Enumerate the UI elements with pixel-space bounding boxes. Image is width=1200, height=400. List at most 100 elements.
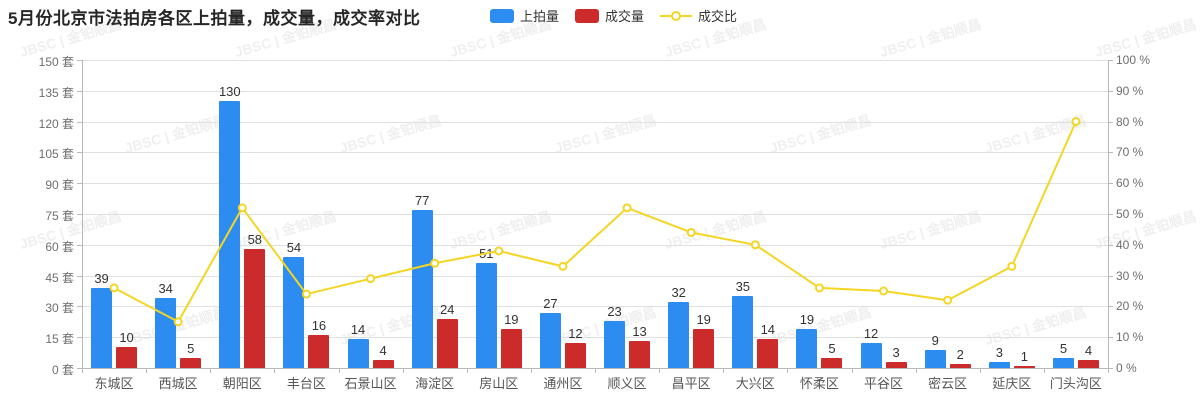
bar-上拍量-海淀区[interactable] bbox=[411, 209, 433, 368]
line-marker-门头沟区[interactable] bbox=[1071, 117, 1081, 127]
left-axis-tick bbox=[77, 306, 82, 308]
bar-value-label: 16 bbox=[311, 318, 327, 334]
bar-上拍量-延庆区[interactable] bbox=[988, 361, 1010, 368]
bar-上拍量-平谷区[interactable] bbox=[860, 343, 882, 368]
line-marker-顺义区[interactable] bbox=[622, 203, 632, 213]
bar-value-label: 13 bbox=[632, 324, 647, 340]
right-axis-tick bbox=[1108, 275, 1113, 277]
line-marker-大兴区[interactable] bbox=[750, 240, 760, 250]
bar-成交量-密云区[interactable] bbox=[949, 363, 971, 368]
right-axis-line bbox=[1108, 60, 1109, 368]
left-axis-label: 0 套 bbox=[51, 363, 74, 377]
right-axis-label: 70 % bbox=[1116, 145, 1144, 160]
bar-成交量-西城区[interactable] bbox=[180, 357, 202, 368]
bar-value-label: 5 bbox=[187, 340, 195, 356]
line-marker-延庆区[interactable] bbox=[1007, 261, 1017, 271]
left-axis-label: 15 套 bbox=[45, 332, 74, 347]
line-marker-昌平区[interactable] bbox=[686, 227, 696, 237]
right-axis-label: 60 % bbox=[1116, 176, 1144, 191]
bar-value-label: 19 bbox=[799, 311, 815, 327]
bar-成交量-东城区[interactable] bbox=[116, 347, 138, 368]
line-marker-通州区[interactable] bbox=[558, 261, 568, 271]
bar-成交量-门头沟区[interactable] bbox=[1077, 359, 1099, 368]
bar-上拍量-顺义区[interactable] bbox=[604, 320, 626, 368]
x-axis-tick bbox=[915, 368, 917, 373]
x-axis-label: 顺义区 bbox=[607, 376, 647, 391]
left-axis-label: 150 套 bbox=[38, 55, 74, 69]
x-axis-tick bbox=[338, 368, 340, 373]
right-axis-label: 30 % bbox=[1116, 268, 1144, 283]
bar-成交量-顺义区[interactable] bbox=[629, 341, 651, 368]
x-axis-label: 通州区 bbox=[543, 376, 583, 391]
x-axis-tick bbox=[82, 368, 83, 373]
bar-value-label: 39 bbox=[94, 270, 109, 286]
right-axis-label: 20 % bbox=[1116, 299, 1144, 314]
left-axis-label: 45 套 bbox=[45, 270, 74, 285]
bar-value-label: 12 bbox=[863, 326, 879, 342]
right-axis-tick bbox=[1108, 244, 1113, 246]
bar-成交量-延庆区[interactable] bbox=[1013, 365, 1035, 368]
x-axis-tick bbox=[466, 368, 468, 373]
x-axis-label: 房山区 bbox=[479, 376, 519, 391]
bar-成交量-通州区[interactable] bbox=[564, 343, 586, 368]
line-marker-朝阳区[interactable] bbox=[237, 203, 247, 213]
bar-value-label: 12 bbox=[568, 326, 583, 342]
line-marker-怀柔区[interactable] bbox=[814, 283, 824, 293]
line-marker-平谷区[interactable] bbox=[879, 286, 889, 296]
gridline bbox=[82, 90, 1108, 92]
line-marker-石景山区[interactable] bbox=[366, 274, 376, 284]
legend: 上拍量 成交量 成交比 bbox=[490, 6, 737, 25]
bar-上拍量-怀柔区[interactable] bbox=[796, 328, 818, 368]
legend-item-chengjiaoliang[interactable]: 成交量 bbox=[575, 6, 644, 25]
x-axis-label: 密云区 bbox=[928, 376, 968, 391]
bar-value-label: 4 bbox=[1084, 342, 1093, 358]
right-axis-label: 50 % bbox=[1116, 207, 1144, 221]
bar-上拍量-门头沟区[interactable] bbox=[1052, 357, 1074, 368]
left-axis-tick bbox=[77, 60, 82, 61]
right-axis-tick bbox=[1108, 152, 1113, 154]
line-marker-东城区[interactable] bbox=[109, 283, 119, 293]
x-axis-tick bbox=[723, 368, 725, 373]
legend-label: 成交比 bbox=[698, 9, 738, 24]
bar-value-label: 24 bbox=[439, 301, 455, 317]
line-marker-丰台区[interactable] bbox=[301, 289, 311, 299]
line-marker-西城区[interactable] bbox=[173, 317, 183, 327]
bar-成交量-怀柔区[interactable] bbox=[821, 357, 843, 368]
bar-上拍量-东城区[interactable] bbox=[91, 287, 113, 368]
bar-成交量-房山区[interactable] bbox=[500, 328, 522, 368]
bar-成交量-平谷区[interactable] bbox=[885, 361, 907, 368]
bar-成交量-丰台区[interactable] bbox=[308, 335, 330, 368]
right-axis-label: 90 % bbox=[1116, 83, 1144, 98]
bar-成交量-海淀区[interactable] bbox=[436, 318, 458, 368]
bar-value-label: 14 bbox=[760, 322, 776, 338]
bar-上拍量-密云区[interactable] bbox=[924, 349, 946, 368]
line-marker-海淀区[interactable] bbox=[430, 258, 440, 268]
bar-value-label: 54 bbox=[286, 240, 302, 256]
x-axis-label: 门头沟区 bbox=[1049, 376, 1102, 391]
bar-value-label: 19 bbox=[696, 311, 711, 327]
bar-上拍量-西城区[interactable] bbox=[155, 298, 177, 368]
line-marker-房山区[interactable] bbox=[494, 246, 504, 256]
bar-成交量-石景山区[interactable] bbox=[372, 359, 394, 368]
x-axis-tick bbox=[274, 368, 276, 373]
bar-上拍量-石景山区[interactable] bbox=[347, 339, 369, 368]
bar-成交量-昌平区[interactable] bbox=[693, 328, 715, 368]
bar-上拍量-丰台区[interactable] bbox=[283, 257, 305, 368]
bar-成交量-朝阳区[interactable] bbox=[244, 248, 266, 368]
left-axis-line bbox=[82, 60, 83, 368]
left-axis-tick bbox=[77, 90, 82, 92]
x-axis-tick bbox=[979, 368, 981, 373]
line-marker-密云区[interactable] bbox=[943, 295, 953, 305]
x-axis-label: 延庆区 bbox=[992, 376, 1032, 391]
legend-item-shangpailiang[interactable]: 上拍量 bbox=[490, 6, 559, 25]
left-axis-tick bbox=[77, 214, 82, 215]
bar-成交量-大兴区[interactable] bbox=[757, 339, 779, 368]
x-axis-tick bbox=[210, 368, 212, 373]
x-axis-tick bbox=[1043, 368, 1045, 373]
bar-上拍量-通州区[interactable] bbox=[539, 312, 561, 368]
legend-item-chengjiaobi[interactable]: 成交比 bbox=[660, 6, 737, 25]
bar-value-label: 27 bbox=[543, 295, 558, 311]
x-axis-tick bbox=[530, 368, 532, 373]
left-axis-label: 135 套 bbox=[38, 85, 74, 100]
